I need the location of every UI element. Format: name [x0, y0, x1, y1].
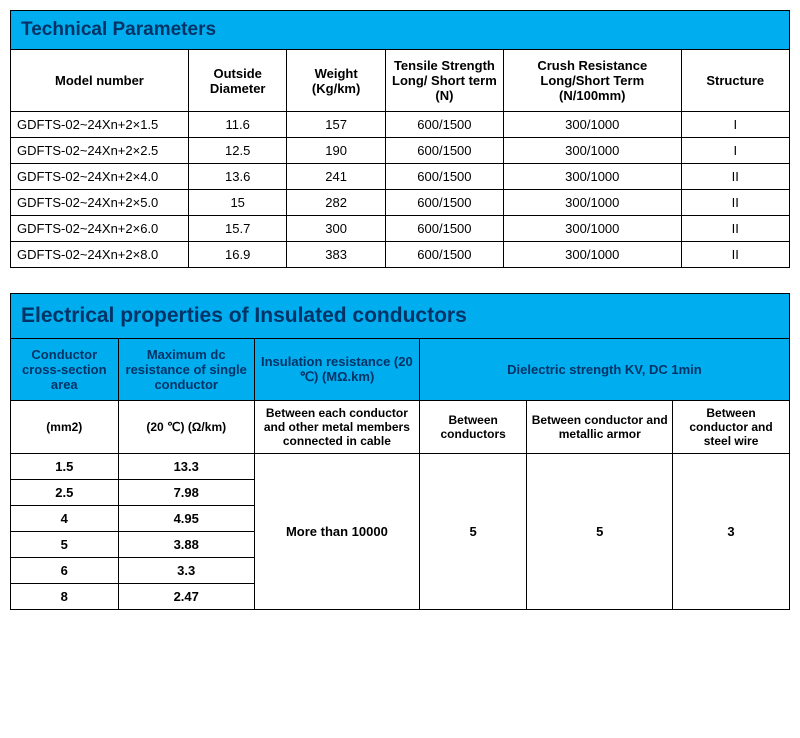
technical-parameters-table: Technical Parameters Model number Outsid… [10, 10, 790, 268]
cell: 600/1500 [385, 112, 503, 138]
table-row: GDFTS-02~24Xn+2×4.013.6241600/1500300/10… [11, 164, 790, 190]
col-model: Model number [11, 50, 189, 112]
cell: 15.7 [188, 216, 287, 242]
table-row: GDFTS-02~24Xn+2×6.015.7300600/1500300/10… [11, 216, 790, 242]
cell: 7.98 [118, 480, 254, 506]
table-row: GDFTS-02~24Xn+2×8.016.9383600/1500300/10… [11, 242, 790, 268]
cell: II [681, 216, 789, 242]
cell: 15 [188, 190, 287, 216]
table2-title: Electrical properties of Insulated condu… [11, 294, 790, 339]
h2-c3: Between conductors [419, 401, 527, 454]
cell: 300/1000 [504, 190, 682, 216]
cell: 5 [11, 532, 119, 558]
cell: 2.5 [11, 480, 119, 506]
cell: 300/1000 [504, 112, 682, 138]
col-crush: Crush Resistance Long/Short Term (N/100m… [504, 50, 682, 112]
cell: II [681, 190, 789, 216]
cell: 12.5 [188, 138, 287, 164]
cell: 600/1500 [385, 138, 503, 164]
cell: 600/1500 [385, 216, 503, 242]
cell: 3.88 [118, 532, 254, 558]
cell: GDFTS-02~24Xn+2×2.5 [11, 138, 189, 164]
cell: 600/1500 [385, 164, 503, 190]
cell: 11.6 [188, 112, 287, 138]
h2-c5: Between conductor and steel wire [673, 401, 790, 454]
cell: 300/1000 [504, 164, 682, 190]
cell: 4.95 [118, 506, 254, 532]
h2-c1: (20 ℃) (Ω/km) [118, 401, 254, 454]
cell: 300/1000 [504, 216, 682, 242]
cell: 4 [11, 506, 119, 532]
h2-c4: Between conductor and metallic armor [527, 401, 673, 454]
cell: GDFTS-02~24Xn+2×6.0 [11, 216, 189, 242]
cell: 6 [11, 558, 119, 584]
cell: GDFTS-02~24Xn+2×1.5 [11, 112, 189, 138]
col-structure: Structure [681, 50, 789, 112]
merged-cell: 3 [673, 454, 790, 610]
table2-header2: (mm2) (20 ℃) (Ω/km) Between each conduct… [11, 401, 790, 454]
cell: 13.6 [188, 164, 287, 190]
cell: I [681, 112, 789, 138]
table-row: GDFTS-02~24Xn+2×1.511.6157600/1500300/10… [11, 112, 790, 138]
col-tensile: Tensile Strength Long/ Short term (N) [385, 50, 503, 112]
table2-header1: Conductor cross-section area Maximum dc … [11, 339, 790, 401]
cell: 383 [287, 242, 385, 268]
col-weight: Weight (Kg/km) [287, 50, 385, 112]
cell: 300/1000 [504, 138, 682, 164]
cell: 300/1000 [504, 242, 682, 268]
cell: 600/1500 [385, 242, 503, 268]
h1-c3: Dielectric strength KV, DC 1min [419, 339, 789, 401]
h2-c2: Between each conductor and other metal m… [254, 401, 419, 454]
electrical-properties-table: Electrical properties of Insulated condu… [10, 293, 790, 610]
cell: 13.3 [118, 454, 254, 480]
cell: II [681, 164, 789, 190]
cell: 8 [11, 584, 119, 610]
cell: 1.5 [11, 454, 119, 480]
merged-cell: 5 [419, 454, 527, 610]
merged-cell: More than 10000 [254, 454, 419, 610]
col-diameter: Outside Diameter [188, 50, 287, 112]
cell: GDFTS-02~24Xn+2×4.0 [11, 164, 189, 190]
table-row: GDFTS-02~24Xn+2×2.512.5190600/1500300/10… [11, 138, 790, 164]
cell: I [681, 138, 789, 164]
cell: GDFTS-02~24Xn+2×5.0 [11, 190, 189, 216]
cell: 3.3 [118, 558, 254, 584]
cell: 157 [287, 112, 385, 138]
cell: 190 [287, 138, 385, 164]
h1-c1: Maximum dc resistance of single conducto… [118, 339, 254, 401]
table1-header-row: Model number Outside Diameter Weight (Kg… [11, 50, 790, 112]
cell: 2.47 [118, 584, 254, 610]
merged-cell: 5 [527, 454, 673, 610]
cell: 300 [287, 216, 385, 242]
table-row: GDFTS-02~24Xn+2×5.015282600/1500300/1000… [11, 190, 790, 216]
cell: 16.9 [188, 242, 287, 268]
h2-c0: (mm2) [11, 401, 119, 454]
table-row: 1.513.3More than 10000553 [11, 454, 790, 480]
h1-c2: Insulation resistance (20 ℃) (MΩ.km) [254, 339, 419, 401]
cell: 600/1500 [385, 190, 503, 216]
cell: II [681, 242, 789, 268]
h1-c0: Conductor cross-section area [11, 339, 119, 401]
table1-title: Technical Parameters [11, 11, 790, 50]
cell: 241 [287, 164, 385, 190]
cell: 282 [287, 190, 385, 216]
cell: GDFTS-02~24Xn+2×8.0 [11, 242, 189, 268]
